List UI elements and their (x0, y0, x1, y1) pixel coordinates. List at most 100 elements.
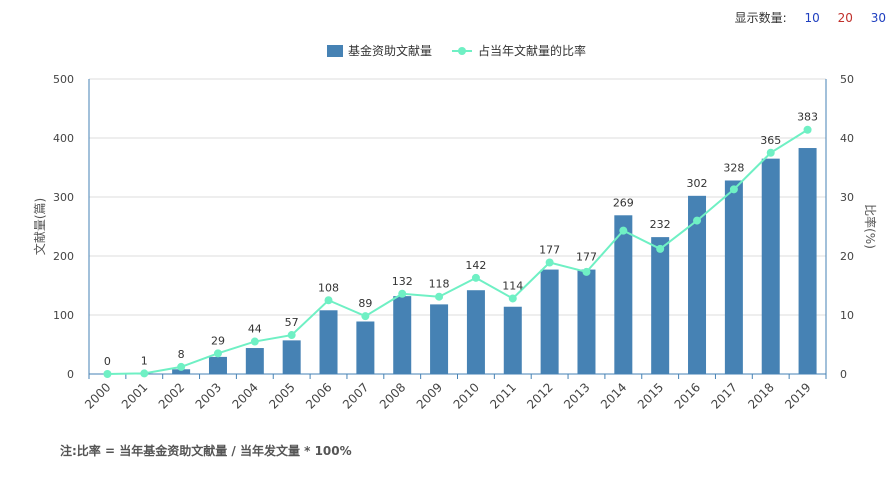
ratio-point-2017 (729, 185, 738, 194)
bar-value-label: 8 (178, 348, 185, 361)
x-tick-label: 2012 (524, 380, 555, 411)
display-count-option-10[interactable]: 10 (804, 11, 820, 25)
bar-value-label: 89 (358, 297, 372, 310)
right-tick-label: 20 (840, 250, 854, 263)
legend-bar-swatch (327, 45, 343, 57)
left-tick-label: 100 (53, 309, 74, 322)
ratio-point-2016 (693, 216, 702, 225)
bar-2003 (208, 356, 227, 374)
bar-2004 (245, 348, 264, 374)
x-tick-label: 2005 (266, 380, 297, 411)
x-tick-label: 2011 (487, 380, 518, 411)
bar-2002 (172, 369, 191, 374)
bar-2015 (651, 237, 670, 374)
bar-value-label: 177 (539, 243, 560, 256)
ratio-point-2019 (803, 125, 812, 134)
x-tick-label: 2016 (672, 380, 703, 411)
ratio-point-2005 (287, 331, 296, 340)
bar-2017 (724, 180, 743, 374)
ratio-point-2006 (324, 296, 333, 305)
display-count-label: 显示数量: (734, 11, 787, 25)
bar-value-label: 108 (318, 281, 339, 294)
legend-bar-label: 基金资助文献量 (348, 43, 432, 58)
x-tick-label: 2018 (745, 380, 776, 411)
ratio-note: 注:比率 = 当年基金资助文献量 / 当年发文量 * 100% (60, 444, 352, 458)
bar-2011 (503, 306, 522, 374)
bar-value-label: 365 (760, 134, 781, 147)
bar-value-label: 118 (429, 278, 450, 291)
bar-2005 (282, 340, 301, 374)
bar-2018 (761, 158, 780, 374)
bar-2008 (393, 296, 412, 374)
left-tick-label: 200 (53, 250, 74, 263)
legend-line-marker (458, 47, 466, 55)
ratio-point-2013 (582, 267, 591, 276)
x-tick-label: 2004 (229, 380, 260, 411)
x-tick-label: 2015 (635, 380, 666, 411)
left-tick-label: 300 (53, 191, 74, 204)
left-axis-title: 文献量(篇) (32, 198, 47, 255)
bar-value-label: 57 (285, 316, 299, 329)
ratio-point-2012 (545, 258, 554, 267)
x-tick-label: 2000 (82, 380, 113, 411)
x-tick-label: 2014 (598, 380, 629, 411)
ratio-point-2011 (508, 294, 517, 303)
bar-value-label: 328 (723, 161, 744, 174)
x-tick-label: 2010 (451, 380, 482, 411)
bar-value-label: 114 (502, 279, 523, 292)
ratio-point-2001 (140, 369, 149, 378)
ratio-point-2008 (398, 289, 407, 298)
ratio-point-2002 (177, 362, 186, 371)
bar-value-label: 383 (797, 111, 818, 124)
bar-value-label: 0 (104, 355, 111, 368)
bar-2014 (614, 215, 633, 374)
ratio-point-2015 (656, 244, 665, 253)
right-tick-label: 30 (840, 191, 854, 204)
ratio-point-2004 (250, 337, 259, 346)
left-tick-label: 0 (67, 368, 74, 381)
x-tick-label: 2009 (414, 380, 445, 411)
x-tick-label: 2002 (156, 380, 187, 411)
bar-value-label: 44 (248, 323, 262, 336)
right-tick-label: 0 (840, 368, 847, 381)
funding-chart: 基金资助文献量 占当年文献量的比率010020030040050001020304… (32, 43, 878, 412)
bar-2013 (577, 269, 596, 374)
bar-value-label: 177 (576, 251, 597, 264)
bar-2010 (466, 290, 485, 374)
ratio-point-2018 (766, 148, 775, 157)
bar-value-label: 29 (211, 334, 225, 347)
ratio-point-2009 (435, 292, 444, 301)
bar-2007 (356, 321, 375, 374)
bar-value-label: 1 (141, 354, 148, 367)
bar-2019 (798, 148, 817, 374)
x-tick-label: 2013 (561, 380, 592, 411)
x-tick-label: 2003 (193, 380, 224, 411)
right-tick-label: 40 (840, 132, 854, 145)
ratio-point-2010 (471, 273, 480, 282)
ratio-point-2007 (361, 312, 370, 321)
legend-line-label: 占当年文献量的比率 (478, 43, 586, 58)
x-tick-label: 2001 (119, 380, 150, 411)
x-tick-label: 2008 (377, 380, 408, 411)
ratio-line (107, 128, 809, 375)
right-tick-label: 10 (840, 309, 854, 322)
bar-2009 (430, 304, 449, 374)
bar-value-label: 132 (392, 275, 413, 288)
ratio-point-2000 (103, 370, 112, 378)
right-tick-label: 50 (840, 73, 854, 86)
right-axis-title: 比率(%) (863, 204, 878, 249)
bar-value-label: 232 (650, 218, 671, 231)
display-count-option-20[interactable]: 20 (837, 11, 853, 25)
x-tick-label: 2007 (340, 380, 371, 411)
bar-value-label: 302 (687, 177, 708, 190)
x-tick-label: 2006 (303, 380, 334, 411)
ratio-point-2003 (213, 349, 222, 358)
bar-2006 (319, 310, 338, 374)
x-tick-label: 2019 (782, 380, 813, 411)
bar-value-label: 269 (613, 196, 634, 209)
x-tick-label: 2017 (708, 380, 739, 411)
display-count-option-30[interactable]: 30 (870, 11, 886, 25)
bar-2016 (688, 195, 707, 374)
bar-value-label: 142 (465, 259, 486, 272)
bar-2012 (540, 269, 559, 374)
